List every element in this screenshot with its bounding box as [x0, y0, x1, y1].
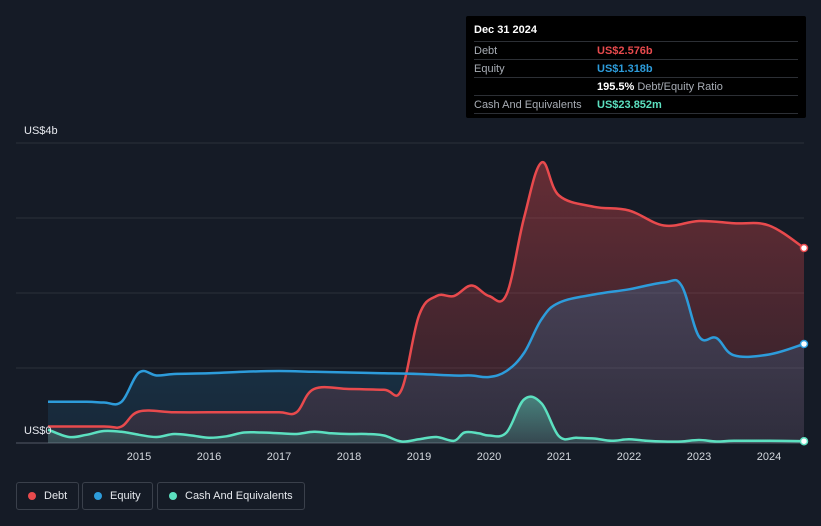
- x-tick-label: 2018: [337, 451, 361, 463]
- x-tick-label: 2016: [197, 451, 221, 463]
- x-tick-label: 2023: [687, 451, 711, 463]
- cash-and-equivalents-end-point: [799, 436, 809, 446]
- data-tooltip: Dec 31 2024 Debt US$2.576b Equity US$1.3…: [466, 16, 806, 118]
- debt-line: [48, 161, 805, 429]
- x-tick-label: 2022: [617, 451, 641, 463]
- legend-equity-label: Equity: [110, 490, 141, 502]
- legend-cash-label: Cash And Equivalents: [185, 490, 293, 502]
- debt-end-point: [799, 243, 809, 253]
- tooltip-equity-value: US$1.318b: [597, 63, 653, 75]
- tooltip-date: Dec 31 2024: [474, 24, 537, 36]
- tooltip-equity-label: Equity: [474, 63, 505, 75]
- tooltip-row-debt: Debt US$2.576b: [474, 41, 798, 59]
- legend-item-debt[interactable]: Debt: [16, 482, 80, 510]
- equity-area: [48, 280, 804, 443]
- x-tick-label: 2019: [407, 451, 431, 463]
- tooltip-cash-label: Cash And Equivalents: [474, 99, 582, 111]
- cash-and-equivalents-area: [48, 396, 804, 443]
- tooltip-cash-value: US$23.852m: [597, 99, 662, 111]
- legend-item-cash[interactable]: Cash And Equivalents: [157, 482, 305, 510]
- legend-debt-label: Debt: [44, 490, 68, 502]
- tooltip-debt-label: Debt: [474, 45, 498, 57]
- x-tick-label: 2017: [267, 451, 291, 463]
- equity-end-point: [799, 339, 809, 349]
- tooltip-row-ratio: 195.5% Debt/Equity Ratio: [474, 77, 798, 95]
- x-tick-label: 2015: [127, 451, 151, 463]
- x-tick-label: 2021: [547, 451, 571, 463]
- tooltip-ratio-suffix: Debt/Equity Ratio: [637, 81, 723, 93]
- tooltip-row-cash: Cash And Equivalents US$23.852m: [474, 95, 798, 114]
- legend-item-equity[interactable]: Equity: [82, 482, 153, 510]
- equity-legend-dot: [94, 492, 102, 500]
- x-tick-label: 2024: [757, 451, 781, 463]
- cash-and-equivalents-line: [47, 395, 805, 443]
- x-tick-label: 2020: [477, 451, 501, 463]
- tooltip-debt-value: US$2.576b: [597, 45, 653, 57]
- y-axis-min-label: US$0: [24, 425, 52, 437]
- equity-line: [47, 278, 805, 406]
- y-axis-max-label: US$4b: [24, 125, 58, 137]
- tooltip-row-equity: Equity US$1.318b: [474, 59, 798, 77]
- tooltip-ratio-value: 195.5%: [597, 81, 635, 93]
- debt-legend-dot: [28, 492, 36, 500]
- cash-legend-dot: [169, 492, 177, 500]
